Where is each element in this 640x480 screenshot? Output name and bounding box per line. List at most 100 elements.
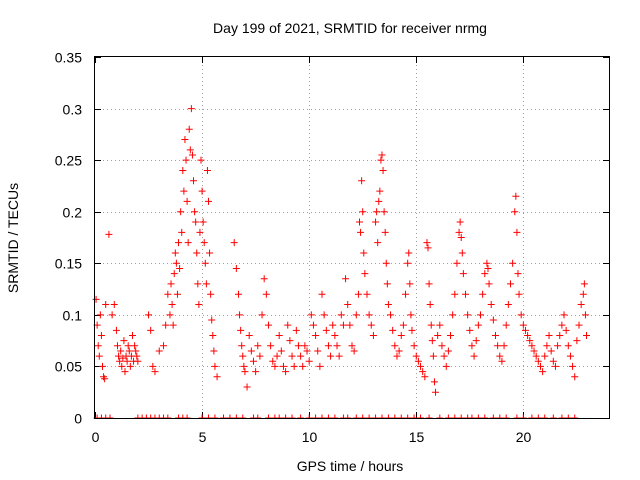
data-point [369, 331, 377, 339]
data-point [404, 259, 412, 267]
data-point [532, 352, 540, 360]
y-tick-label: 0.1 [63, 308, 83, 324]
data-point [444, 347, 452, 355]
data-point [112, 326, 120, 334]
data-point [406, 280, 414, 288]
data-point [442, 362, 450, 370]
data-point [191, 208, 199, 216]
data-point [168, 301, 176, 309]
data-point [428, 337, 436, 345]
data-point [318, 290, 326, 298]
data-point [580, 280, 588, 288]
data-point [377, 156, 385, 164]
data-point [172, 259, 180, 267]
data-point [470, 352, 478, 360]
data-point [484, 264, 492, 272]
data-point [436, 321, 444, 329]
data-point [181, 136, 189, 144]
data-point [498, 357, 506, 365]
y-tick-label: 0.35 [55, 50, 82, 66]
data-point [210, 347, 218, 355]
data-point [558, 321, 566, 329]
data-point [320, 311, 328, 319]
data-point [314, 347, 322, 355]
data-point [355, 218, 363, 226]
data-point [358, 177, 366, 185]
data-point [477, 311, 484, 319]
data-point [423, 239, 431, 247]
data-point [301, 342, 309, 350]
axis-ticks: 0 0.05 0.1 0.15 0.2 0.25 0.3 0.35 0 5 10 15 20 [55, 50, 609, 445]
data-point [126, 362, 134, 370]
data-point [380, 208, 388, 216]
data-point [426, 301, 434, 309]
y-tick-label: 0.25 [55, 153, 82, 169]
data-point [407, 311, 415, 319]
data-point [399, 321, 407, 329]
data-point [132, 347, 140, 355]
data-point [456, 218, 464, 226]
data-point [350, 347, 358, 355]
x-tick-label: 20 [516, 429, 532, 445]
data-point [243, 383, 251, 391]
y-tick-label: 0.3 [63, 102, 83, 118]
data-point [466, 326, 474, 334]
data-point [290, 362, 298, 370]
data-point [312, 331, 320, 339]
data-point [275, 331, 283, 339]
data-point [277, 347, 285, 355]
data-point [184, 239, 192, 247]
data-point [92, 295, 100, 303]
data-point [393, 352, 401, 360]
data-point [451, 290, 459, 298]
data-point [530, 347, 538, 355]
data-point [509, 259, 517, 267]
data-point [178, 228, 186, 236]
data-point [524, 331, 532, 339]
data-point [288, 352, 296, 360]
data-point [121, 368, 129, 376]
data-point [162, 321, 170, 329]
y-tick-label: 0.05 [55, 359, 82, 375]
data-point [201, 259, 209, 267]
data-point [305, 357, 313, 365]
data-point [254, 342, 262, 350]
data-point [424, 244, 432, 252]
data-point [425, 280, 433, 288]
data-point [169, 321, 177, 329]
data-point [379, 166, 387, 174]
data-point [381, 228, 389, 236]
data-point [440, 352, 448, 360]
data-point [294, 342, 302, 350]
data-point [339, 321, 347, 329]
data-point [519, 321, 527, 329]
x-axis-label: GPS time / hours [297, 458, 404, 474]
data-point [541, 352, 549, 360]
data-point [573, 337, 581, 345]
data-point [494, 342, 502, 350]
data-point [177, 208, 185, 216]
data-point [208, 316, 216, 324]
data-point [193, 249, 201, 257]
data-point [502, 321, 510, 329]
plot-frame [94, 56, 610, 419]
data-point [145, 311, 153, 319]
data-point [273, 352, 281, 360]
data-point [249, 357, 257, 365]
data-point [521, 326, 529, 334]
data-point [513, 228, 521, 236]
data-point [200, 239, 208, 247]
data-point [354, 290, 362, 298]
data-point [117, 347, 125, 355]
data-point [382, 259, 390, 267]
data-point [408, 326, 416, 334]
data-point [376, 187, 384, 195]
data-point [485, 280, 493, 288]
data-point [455, 228, 463, 236]
data-point [118, 362, 126, 370]
data-point [176, 264, 184, 272]
data-point [472, 337, 480, 345]
data-point [113, 342, 121, 350]
data-point [192, 218, 200, 226]
data-point [206, 249, 214, 257]
